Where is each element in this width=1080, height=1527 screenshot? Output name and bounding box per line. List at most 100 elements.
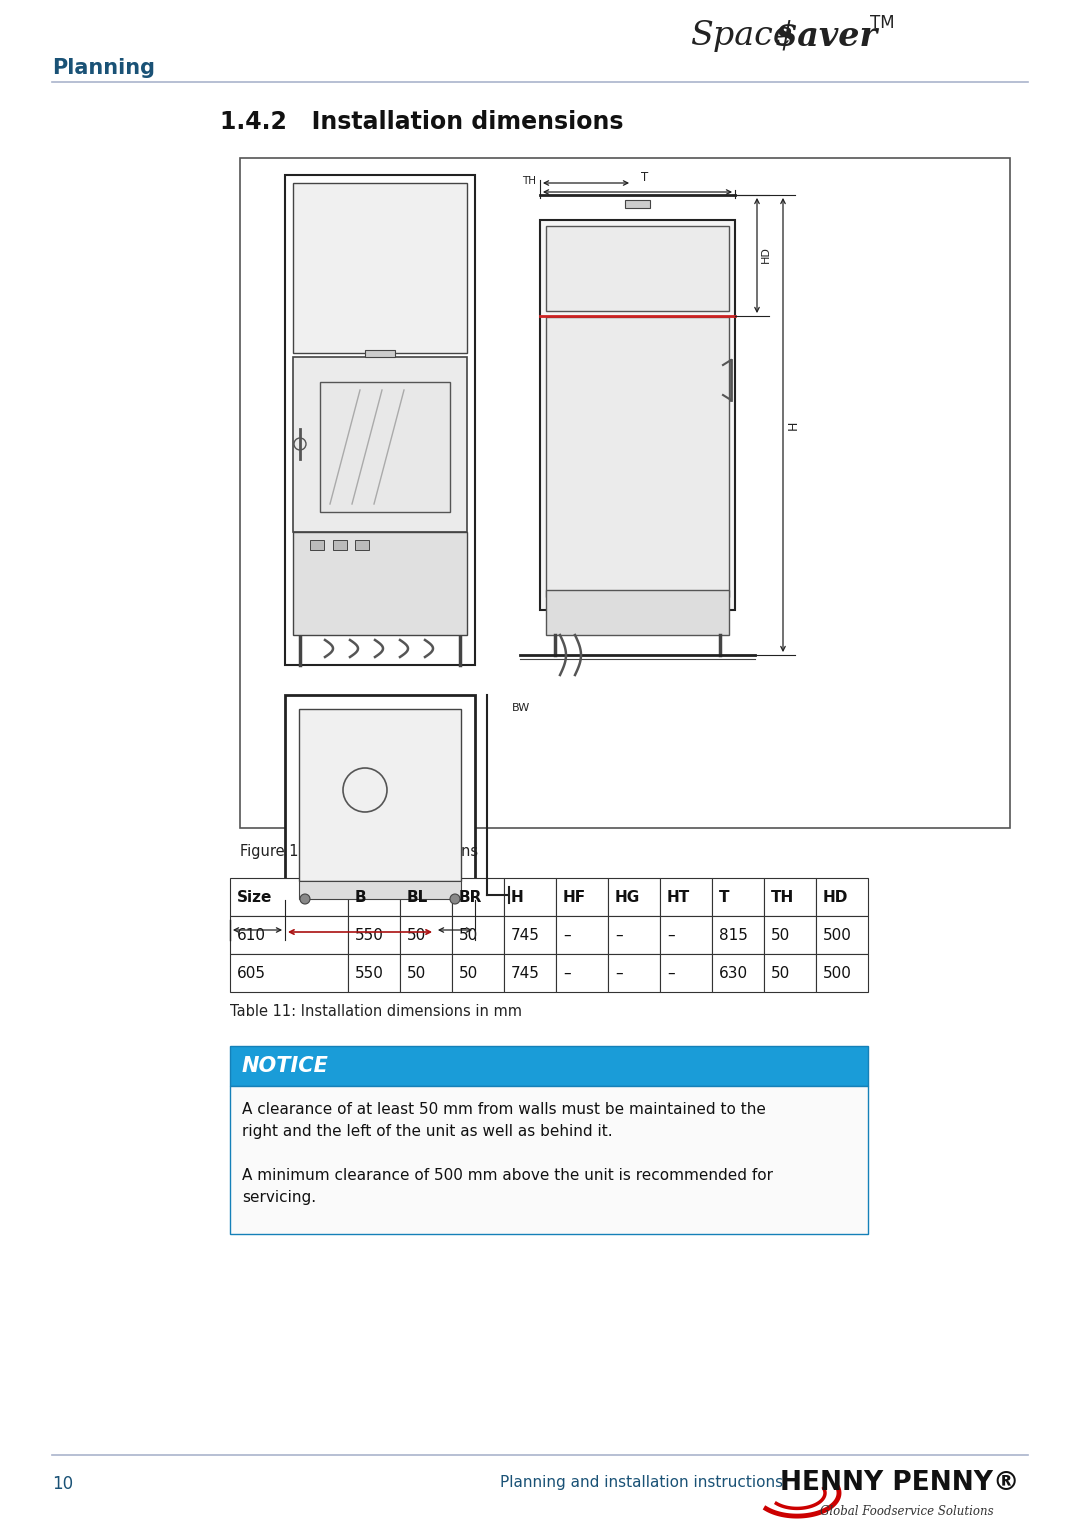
Text: –: – [615, 927, 623, 942]
Bar [546, 318, 729, 597]
Text: 550: 550 [355, 965, 383, 980]
Bar [712, 954, 764, 993]
Bar [400, 954, 453, 993]
Text: HT: HT [667, 890, 690, 904]
Text: HD: HD [823, 890, 849, 904]
Text: T: T [719, 890, 729, 904]
Bar [333, 541, 347, 550]
Bar [453, 878, 504, 916]
Bar [400, 878, 453, 916]
Text: 745: 745 [511, 927, 540, 942]
Bar [660, 916, 712, 954]
Text: –: – [615, 965, 623, 980]
Text: BW: BW [512, 702, 530, 713]
Bar [504, 954, 556, 993]
Bar [230, 1086, 868, 1234]
Text: 50: 50 [459, 927, 478, 942]
Bar [504, 916, 556, 954]
Text: Planning: Planning [52, 58, 156, 78]
Bar [299, 881, 461, 899]
Text: BL: BL [251, 941, 264, 950]
Text: Table 11: Installation dimensions in mm: Table 11: Installation dimensions in mm [230, 1003, 522, 1019]
Text: 815: 815 [719, 927, 747, 942]
Text: 50: 50 [459, 965, 478, 980]
Bar [230, 1046, 868, 1086]
Bar [816, 916, 868, 954]
Bar [504, 878, 556, 916]
Text: Figure 1: Installation dimensions: Figure 1: Installation dimensions [240, 844, 478, 860]
Bar [230, 878, 348, 916]
Bar [764, 916, 816, 954]
Text: A minimum clearance of 500 mm above the unit is recommended for: A minimum clearance of 500 mm above the … [242, 1168, 773, 1183]
Bar [310, 541, 324, 550]
Text: HD: HD [761, 246, 771, 264]
Bar [348, 916, 400, 954]
Bar [608, 916, 660, 954]
Bar [625, 200, 650, 208]
Text: 630: 630 [719, 965, 748, 980]
Text: 50: 50 [407, 927, 427, 942]
Text: H: H [787, 420, 800, 429]
Text: TH: TH [771, 890, 794, 904]
Bar [660, 954, 712, 993]
Text: H: H [511, 890, 524, 904]
Text: Planning and installation instructions: Planning and installation instructions [500, 1475, 783, 1490]
Bar [540, 220, 735, 609]
Bar [546, 226, 729, 312]
Bar [365, 350, 395, 357]
Text: servicing.: servicing. [242, 1190, 316, 1205]
Circle shape [450, 893, 460, 904]
Bar [400, 916, 453, 954]
Bar [556, 878, 608, 916]
Text: HF: HF [563, 890, 586, 904]
Bar [355, 541, 369, 550]
Text: right and the left of the unit as well as behind it.: right and the left of the unit as well a… [242, 1124, 612, 1139]
Text: Size: Size [237, 890, 272, 904]
Bar [285, 176, 475, 664]
Bar [348, 878, 400, 916]
Bar [608, 878, 660, 916]
Text: BR: BR [447, 941, 462, 950]
Text: B: B [356, 942, 364, 951]
Text: HENNY PENNY®: HENNY PENNY® [780, 1471, 1020, 1496]
Text: 610: 610 [237, 927, 266, 942]
Bar [320, 382, 450, 512]
Text: A clearance of at least 50 mm from walls must be maintained to the: A clearance of at least 50 mm from walls… [242, 1102, 766, 1116]
Text: HG: HG [615, 890, 640, 904]
Bar [608, 954, 660, 993]
Bar [816, 878, 868, 916]
Text: $aver: $aver [775, 20, 878, 53]
Bar [453, 916, 504, 954]
Text: 500: 500 [823, 965, 852, 980]
Bar [240, 157, 1010, 828]
Text: –: – [667, 965, 675, 980]
Text: –: – [563, 965, 570, 980]
Circle shape [300, 893, 310, 904]
Bar [453, 954, 504, 993]
Bar [556, 954, 608, 993]
Text: BR: BR [459, 890, 483, 904]
Text: 10: 10 [52, 1475, 73, 1493]
Text: –: – [667, 927, 675, 942]
Bar [764, 878, 816, 916]
Bar [299, 709, 461, 881]
Bar [546, 589, 729, 635]
Bar [293, 357, 467, 531]
Bar [230, 916, 348, 954]
Bar [293, 183, 467, 353]
Bar [556, 916, 608, 954]
Text: NOTICE: NOTICE [242, 1057, 329, 1077]
Text: BL: BL [407, 890, 429, 904]
Bar [660, 878, 712, 916]
Text: 605: 605 [237, 965, 266, 980]
Text: –: – [563, 927, 570, 942]
Bar [816, 954, 868, 993]
Text: 745: 745 [511, 965, 540, 980]
Text: 500: 500 [823, 927, 852, 942]
Text: Space: Space [690, 20, 793, 52]
Bar [285, 695, 475, 895]
Text: TM: TM [870, 14, 894, 32]
Text: TH: TH [522, 176, 536, 186]
Text: B: B [355, 890, 366, 904]
Bar [293, 531, 467, 635]
